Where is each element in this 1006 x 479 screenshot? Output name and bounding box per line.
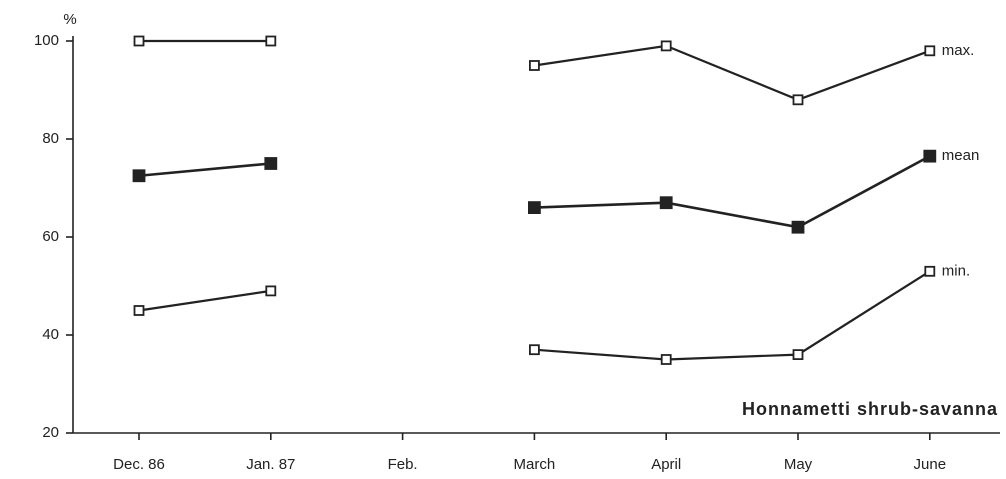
x-tick-label: Jan. 87: [246, 456, 295, 473]
marker: [659, 196, 673, 210]
series-line: [138, 270, 931, 361]
marker: [529, 344, 540, 356]
marker: [528, 201, 541, 215]
marker: [264, 157, 278, 170]
x-tick-label: June: [914, 456, 947, 473]
x-tick-label: March: [514, 456, 556, 473]
x-tick-label: Feb.: [388, 456, 418, 473]
y-tick-label: 80: [42, 130, 59, 147]
x-tick-label: May: [784, 456, 813, 473]
marker: [133, 35, 145, 47]
y-tick-label: 20: [42, 424, 59, 441]
marker: [529, 60, 540, 71]
marker: [923, 149, 937, 163]
y-tick-label: 100: [34, 32, 59, 49]
series-label: max.: [942, 42, 975, 59]
series-label: mean: [942, 147, 980, 164]
marker: [265, 285, 277, 297]
series-line: [138, 155, 931, 229]
marker: [924, 265, 936, 277]
y-axis-label: %: [63, 11, 76, 28]
y-tick-label: 40: [42, 326, 59, 343]
x-tick-label: April: [651, 456, 681, 473]
y-tick-label: 60: [42, 228, 59, 245]
marker: [924, 45, 936, 57]
x-tick-label: Dec. 86: [113, 456, 165, 473]
marker: [660, 40, 672, 52]
marker: [660, 354, 672, 365]
series-label: min.: [942, 262, 970, 279]
marker: [792, 349, 804, 361]
annotation: Honnametti shrub-savanna: [742, 399, 998, 419]
marker: [132, 169, 146, 183]
marker: [791, 220, 805, 234]
marker: [792, 94, 804, 106]
marker: [133, 305, 145, 316]
series-line: [139, 39, 931, 101]
marker: [265, 35, 277, 47]
